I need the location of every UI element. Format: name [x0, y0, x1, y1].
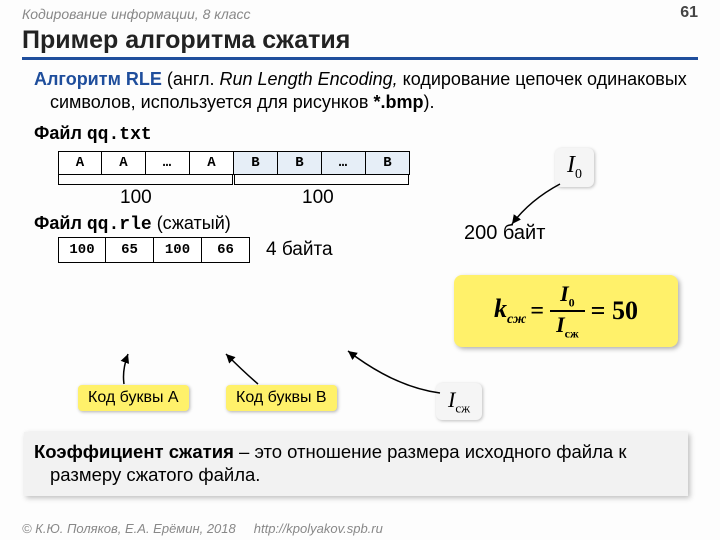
cell: A [58, 151, 102, 175]
bracket-a [58, 175, 233, 185]
bracket-b [234, 175, 409, 185]
cell: B [234, 151, 278, 175]
file-1-name: qq.txt [87, 125, 152, 145]
cell: B [366, 151, 410, 175]
arrow-tag-b [210, 352, 280, 388]
fraction: I0 Iсж [550, 283, 585, 340]
definition-term: Коэффициент сжатия [34, 441, 234, 462]
cell-ellipsis: … [146, 151, 190, 175]
cell: 66 [202, 237, 250, 263]
count-a: 100 [120, 187, 152, 209]
label-isz: Iсж [436, 383, 482, 420]
count-b: 100 [302, 187, 334, 209]
copyright: © К.Ю. Поляков, Е.А. Ерёмин, 2018 [22, 521, 236, 536]
intro-paragraph: Алгоритм RLE (англ. Run Length Encoding,… [34, 68, 694, 113]
tag-code-a: Код буквы A [78, 385, 189, 411]
cell: 100 [58, 237, 106, 263]
size-original: 200 байт [464, 222, 545, 245]
tag-code-b: Код буквы B [226, 385, 337, 411]
original-bytes-row: A A … A B B … B [58, 151, 694, 175]
file-2-name: qq.rle [87, 215, 152, 235]
label-i0: I0 [555, 148, 594, 187]
page-number: 61 [680, 4, 698, 22]
cell: A [190, 151, 234, 175]
footer: © К.Ю. Поляков, Е.А. Ерёмин, 2018 http:/… [0, 517, 720, 540]
bmp-ext: *.bmp [373, 92, 423, 112]
file-1-label: Файл qq.txt [34, 123, 694, 145]
cell: 65 [106, 237, 154, 263]
arrow-tag-a [100, 352, 160, 388]
definition-box: Коэффициент сжатия – это отношение разме… [24, 432, 688, 496]
footer-url: http://kpolyakov.spb.ru [254, 521, 383, 536]
brace-row: 100 100 [58, 175, 694, 217]
cell: B [278, 151, 322, 175]
english-name: Run Length Encoding, [220, 69, 398, 89]
slide-header: Кодирование информации, 8 класс 61 [0, 0, 720, 22]
formula-box: kсж = I0 Iсж = 50 [454, 275, 678, 347]
algorithm-name: Алгоритм RLE [34, 69, 162, 89]
cell: A [102, 151, 146, 175]
size-compressed: 4 байта [266, 239, 333, 261]
course-name: Кодирование информации, 8 класс [22, 6, 251, 22]
slide-title: Пример алгоритма сжатия [22, 26, 698, 60]
rle-bytes-row: 100 65 100 66 4 байта [58, 237, 694, 263]
cell: 100 [154, 237, 202, 263]
cell-ellipsis: … [322, 151, 366, 175]
arrow-isz [340, 345, 450, 400]
